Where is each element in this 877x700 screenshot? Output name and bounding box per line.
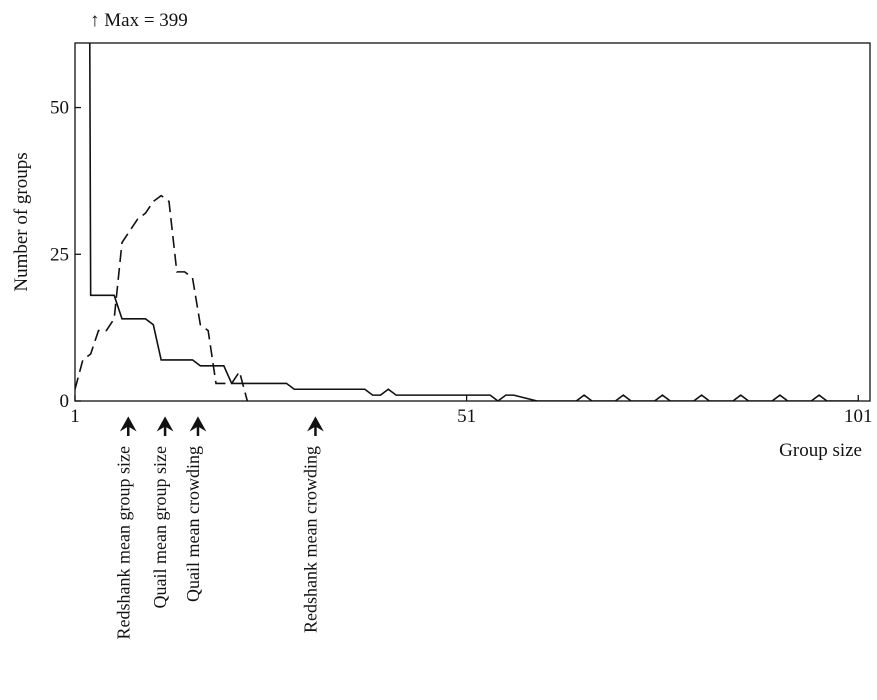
marker-label: Redshank mean group size	[113, 446, 133, 639]
x-axis-title: Group size	[779, 440, 862, 461]
marker-label: Redshank mean crowding	[301, 446, 321, 633]
series-line	[75, 194, 249, 401]
series-line	[88, 43, 859, 401]
y-tick-label: 0	[60, 391, 70, 412]
y-axis-title: Number of groups	[11, 152, 32, 291]
x-tick-label: 1	[70, 406, 80, 427]
marker-arrow	[119, 416, 137, 436]
marker-arrow	[307, 416, 324, 436]
marker-label: Quail mean group size	[150, 446, 170, 608]
marker-arrow	[189, 416, 207, 436]
x-tick-label: 51	[457, 406, 476, 427]
x-tick-label: 101	[844, 406, 873, 427]
y-tick-label: 25	[50, 244, 69, 265]
marker-arrow	[156, 416, 174, 436]
plot-frame	[74, 42, 871, 402]
y-tick-label: 50	[50, 98, 69, 119]
max-note: ↑ Max = 399	[90, 10, 188, 31]
plot-lines	[75, 43, 859, 401]
marker-label: Quail mean crowding	[183, 446, 203, 602]
